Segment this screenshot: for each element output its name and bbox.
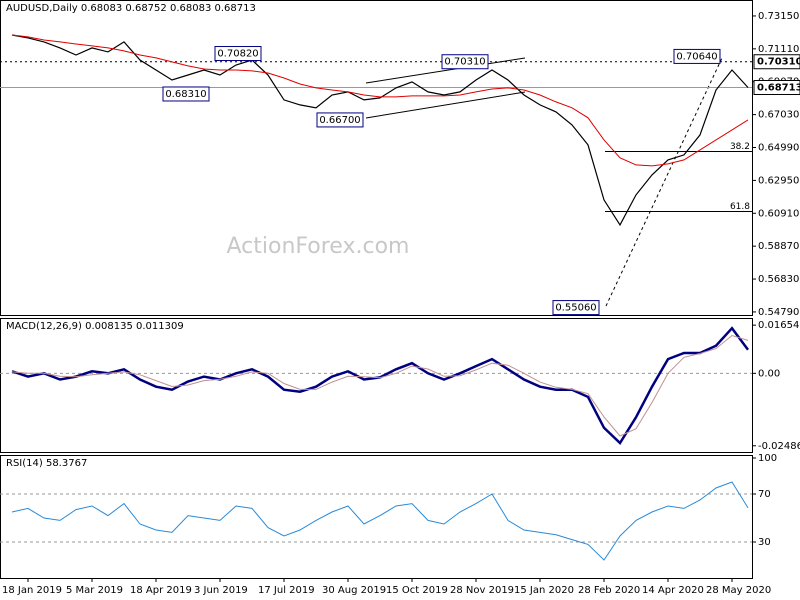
y-tick-label: 0.56830 (758, 274, 799, 285)
annotation-box (673, 48, 721, 64)
annotation-box (214, 46, 262, 62)
y-tick-label: 0.64990 (758, 143, 799, 154)
y-tick-label: 100 (758, 453, 777, 464)
annotation-label: 0.70310 (444, 57, 485, 68)
macd-title: MACD(12,26,9) 0.008135 0.011309 (6, 321, 184, 332)
annotation-box (316, 112, 364, 128)
series-line (11, 34, 749, 227)
rsi-title: RSI(14) 58.3767 (6, 458, 87, 469)
x-tick-label: 28 May 2020 (706, 585, 771, 596)
fib-label: 61.8 (730, 202, 750, 212)
price-box (753, 54, 800, 70)
x-tick-label: 28 Nov 2019 (450, 585, 514, 596)
channel-line (365, 57, 526, 84)
y-tick-label: 0.54790 (758, 307, 799, 318)
price-box (753, 79, 800, 95)
annotation-label: 0.55060 (555, 303, 596, 314)
x-tick-label: 18 Jan 2019 (2, 585, 62, 596)
x-tick-label: 5 Mar 2019 (66, 585, 123, 596)
price-box-label: 0.70310 (757, 57, 800, 68)
x-tick-label: 3 Jun 2019 (194, 585, 248, 596)
annotation-box (162, 86, 210, 102)
y-tick-label: 0.00 (758, 368, 780, 379)
series-line (11, 481, 749, 561)
watermark: ActionForex.com (227, 234, 410, 259)
x-tick-label: 17 Jul 2019 (258, 585, 315, 596)
y-tick-label: 0.01654 (758, 320, 799, 331)
x-tick-label: 30 Aug 2019 (322, 585, 386, 596)
price-box-label: 0.68713 (757, 82, 800, 93)
y-tick-label: 0.67030 (758, 110, 799, 121)
annotation-box (441, 54, 489, 70)
y-tick-label: -0.02486 (758, 441, 800, 452)
annotation-label: 0.70640 (676, 51, 717, 62)
x-tick-label: 15 Jan 2020 (514, 585, 574, 596)
fib-swing-line (605, 57, 723, 307)
y-tick-label: 0.71110 (758, 44, 799, 55)
y-tick-label: 0.60910 (758, 208, 799, 219)
fib-label: 38.2 (730, 142, 750, 152)
channel-line (365, 91, 526, 119)
y-tick-label: 0.73150 (758, 11, 799, 22)
chart-title: AUDUSD,Daily 0.68083 0.68752 0.68083 0.6… (6, 3, 256, 14)
y-tick-label: 30 (758, 537, 771, 548)
annotation-box (552, 300, 600, 316)
y-tick-label: 0.58870 (758, 241, 799, 252)
x-tick-label: 18 Apr 2019 (130, 585, 192, 596)
x-tick-label: 28 Feb 2020 (578, 585, 640, 596)
series-line (11, 34, 749, 167)
annotation-label: 0.70820 (217, 49, 258, 60)
series-line (11, 334, 749, 437)
y-tick-label: 0.62950 (758, 175, 799, 186)
x-tick-label: 15 Oct 2019 (386, 585, 448, 596)
macd-panel (0, 318, 753, 453)
annotation-label: 0.68310 (165, 89, 206, 100)
annotation-label: 0.66700 (319, 115, 360, 126)
main-panel (0, 0, 753, 316)
x-tick-label: 14 Apr 2020 (642, 585, 704, 596)
y-tick-label: 70 (758, 489, 771, 500)
rsi-panel (0, 455, 753, 579)
